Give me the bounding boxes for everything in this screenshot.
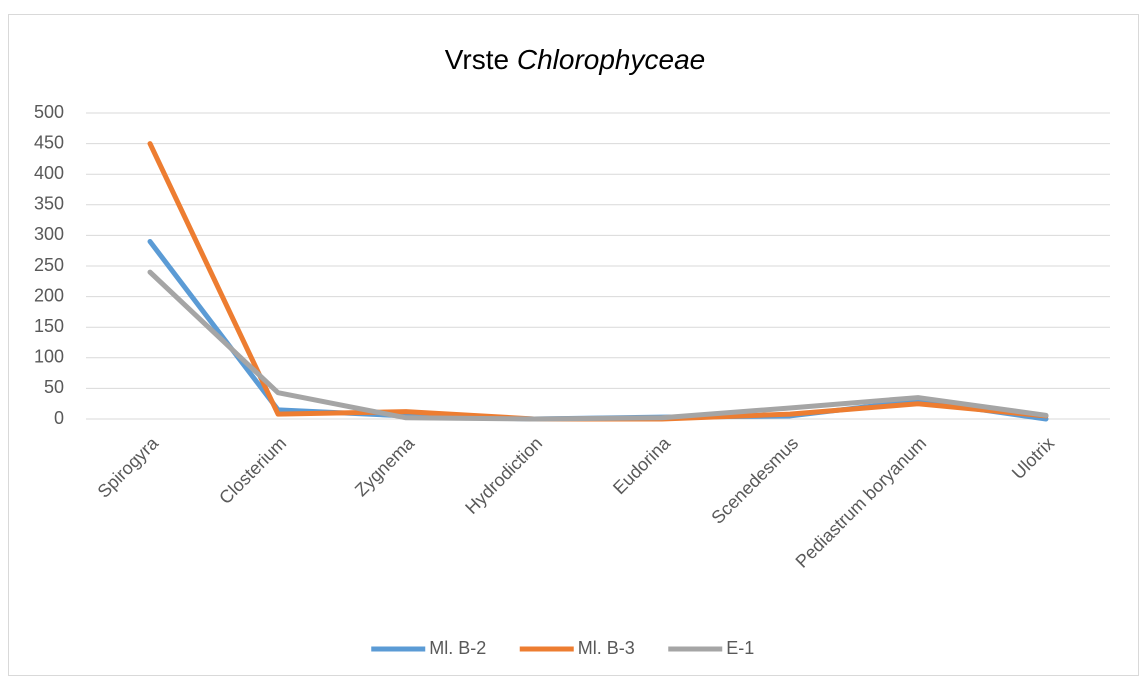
chart-border xyxy=(8,14,1139,676)
y-tick-label: 200 xyxy=(34,285,64,305)
legend-label: Ml. B-2 xyxy=(429,638,486,658)
legend-label: Ml. B-3 xyxy=(578,638,635,658)
chart-title: Vrste Chlorophyceae xyxy=(445,44,705,75)
y-tick-label: 300 xyxy=(34,224,64,244)
y-tick-label: 500 xyxy=(34,102,64,122)
y-tick-label: 100 xyxy=(34,347,64,367)
y-tick-label: 400 xyxy=(34,163,64,183)
y-tick-label: 50 xyxy=(44,377,64,397)
y-tick-label: 0 xyxy=(54,408,64,428)
legend-label: E-1 xyxy=(726,638,754,658)
y-tick-label: 450 xyxy=(34,132,64,152)
series-line xyxy=(147,269,1049,422)
y-tick-label: 150 xyxy=(34,316,64,336)
y-tick-label: 350 xyxy=(34,194,64,214)
y-tick-label: 250 xyxy=(34,255,64,275)
